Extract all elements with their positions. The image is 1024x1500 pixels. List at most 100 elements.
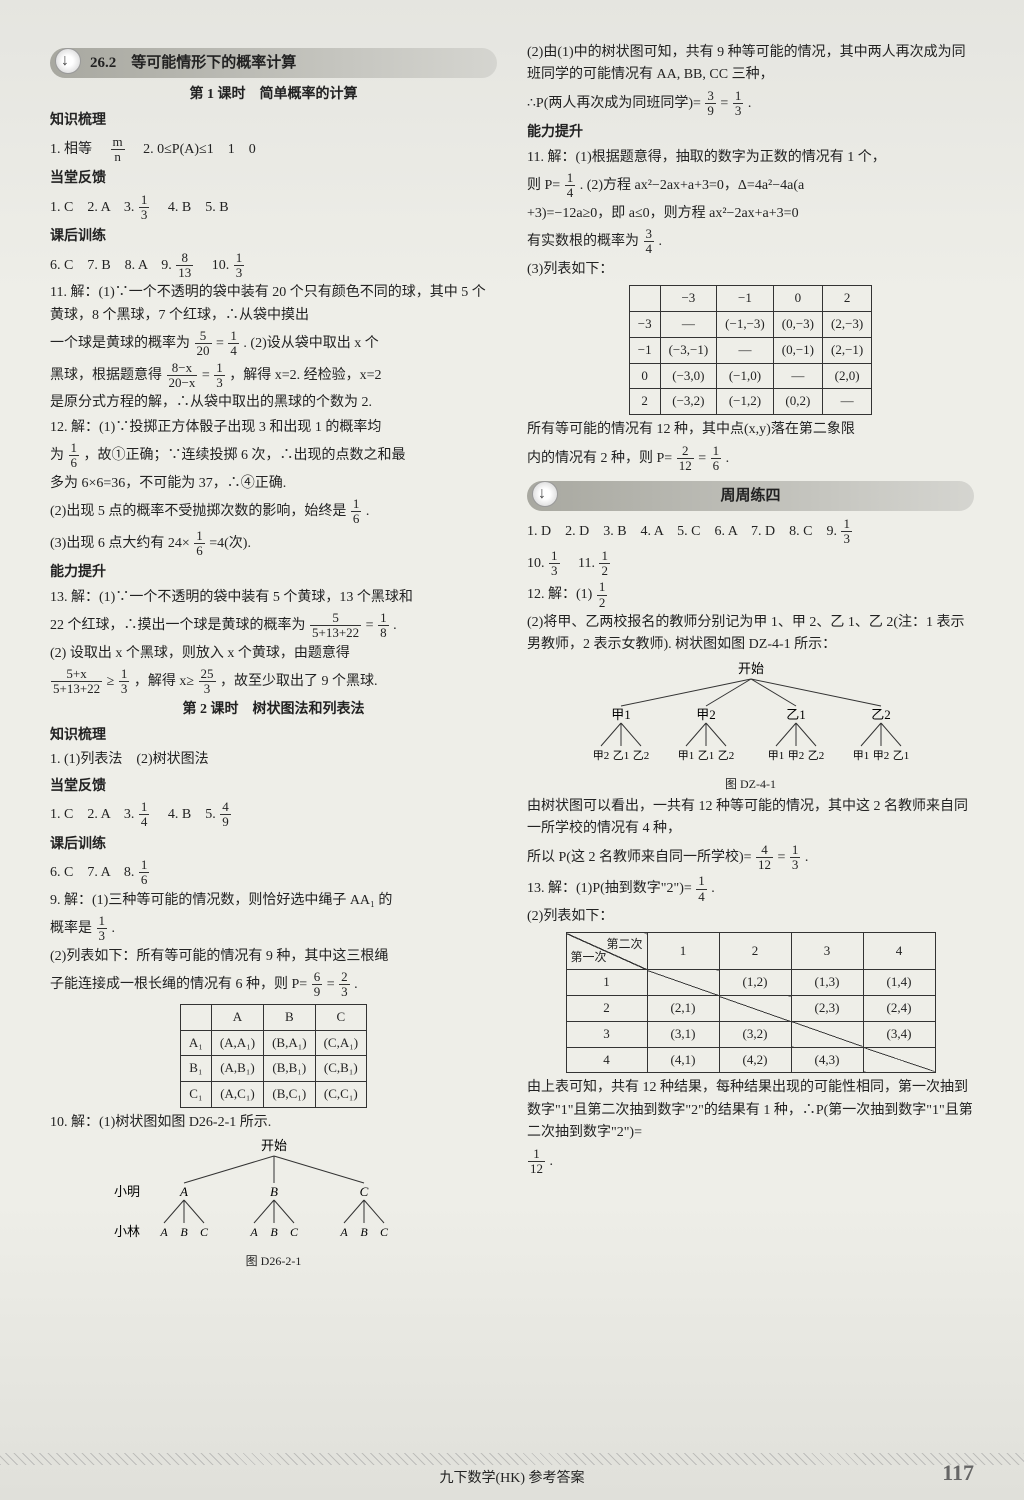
text: . (805, 850, 809, 865)
heading-dangtang: 当堂反馈 (50, 168, 497, 190)
fraction: 112 (528, 1147, 545, 1177)
line: (2)出现 5 点的概率不受抛掷次数的影响，始终是 16 . (50, 497, 497, 527)
svg-text:甲1: 甲1 (611, 707, 631, 722)
line: 6. C 7. A 8. 16 (50, 858, 497, 888)
text: . (711, 881, 715, 896)
paragraph: 由上表可知，共有 12 种结果，每种结果出现的可能性相同，第一次抽到数字"1"且… (527, 1077, 974, 1144)
text: 2. 0≤P(A)≤1 1 0 (129, 142, 256, 157)
text: 为 (50, 448, 64, 463)
text: . (393, 618, 397, 633)
text: . (2)设从袋中取出 x 个 (243, 336, 378, 351)
fraction: 23 (339, 970, 350, 1000)
table-quadrant: −3−102−3—(−1,−3)(0,−3)(2,−3)−1(−3,−1)—(0… (629, 285, 873, 415)
page-number: 117 (942, 1455, 974, 1490)
line: 10. 13 11. 12 (527, 549, 974, 579)
line: 概率是 13 . (50, 914, 497, 944)
fraction: 13 (733, 89, 744, 119)
svg-text:B: B (270, 1184, 278, 1199)
tree-diagram-2: 开始 甲1甲2乙1乙2 甲2乙1乙2 甲1乙1乙2 甲1甲2乙 (541, 661, 961, 771)
text: 则 P= (527, 178, 560, 193)
svg-text:开始: 开始 (260, 1138, 286, 1153)
text: ∴P(两人再次成为同班同学)= (527, 96, 701, 111)
paragraph: (2)列表如下：所有等可能的情况有 9 种，其中这三根绳 (50, 946, 497, 968)
line: 内的情况有 2 种，则 P= 212 = 16 . (527, 444, 974, 474)
line: 5+x5+13+22 ≥ 13 ，解得 x≥ 253 ，故至少取出了 9 个黑球… (50, 667, 497, 697)
paragraph: (2)列表如下： (527, 906, 974, 928)
heading-zhishi: 知识梳理 (50, 110, 497, 132)
banner-text: 26.2 等可能情形下的概率计算 (90, 55, 296, 71)
fraction: 14 (565, 171, 576, 201)
fraction: 39 (705, 89, 716, 119)
svg-text:甲1: 甲1 (852, 750, 869, 762)
fraction: 813 (176, 251, 193, 281)
svg-text:乙2: 乙2 (871, 707, 891, 722)
svg-text:乙1: 乙1 (612, 749, 629, 762)
text: = (698, 451, 706, 466)
svg-text:乙2: 乙2 (717, 749, 734, 762)
svg-text:甲2: 甲2 (592, 750, 609, 762)
text: . (659, 234, 663, 249)
fraction: 13 (234, 251, 245, 281)
paragraph: 13. 解：(1)∵一个不透明的袋中装有 5 个黄球，13 个黑球和 (50, 587, 497, 609)
line: 1. C 2. A 3. 13 4. B 5. B (50, 193, 497, 223)
svg-text:甲2: 甲2 (872, 750, 889, 762)
paragraph: (3)列表如下： (527, 259, 974, 281)
fraction: 55+13+22 (310, 611, 361, 641)
fraction: 13 (841, 517, 852, 547)
svg-text:A: A (159, 1225, 168, 1239)
svg-text:开始: 开始 (737, 661, 763, 676)
text: 10. (527, 556, 548, 571)
line: 一个球是黄球的概率为 520 = 14 . (2)设从袋中取出 x 个 (50, 329, 497, 359)
fraction: 14 (696, 874, 707, 904)
text: = (202, 368, 210, 383)
svg-text:乙2: 乙2 (632, 749, 649, 762)
svg-text:B: B (360, 1225, 368, 1239)
fraction: 16 (69, 441, 80, 471)
fraction: 520 (195, 329, 212, 359)
fraction: 69 (312, 970, 323, 1000)
text: 13. 解：(1)P(抽到数字"2")= (527, 881, 692, 896)
text: . (112, 921, 116, 936)
line: ∴P(两人再次成为同班同学)= 39 = 13 . (527, 89, 974, 119)
text: ，故至少取出了 9 个黑球. (220, 674, 378, 689)
text: 1. C 2. A 3. (50, 200, 138, 215)
fraction: 16 (351, 497, 362, 527)
line: 112 . (527, 1147, 974, 1177)
divider (0, 1453, 1024, 1465)
svg-text:B: B (270, 1225, 278, 1239)
page-footer: 九下数学(HK) 参考答案 (0, 1468, 1024, 1490)
svg-text:甲2: 甲2 (696, 707, 716, 722)
fraction: 253 (199, 667, 216, 697)
text: . (550, 1154, 554, 1169)
text: 有实数根的概率为 (527, 234, 639, 249)
paragraph: 11. 解：(1)根据题意得，抽取的数字为正数的情况有 1 个， (527, 147, 974, 169)
fraction: 12 (597, 580, 608, 610)
text: 1. 相等 (50, 142, 106, 157)
svg-text:A: A (249, 1225, 258, 1239)
svg-text:C: C (359, 1184, 368, 1199)
heading-nengli: 能力提升 (50, 562, 497, 584)
fraction: 13 (214, 361, 225, 391)
text: ，解得 x≥ (134, 674, 194, 689)
line: 则 P= 14 . (2)方程 ax²−2ax+a+3=0，Δ=4a²−4a(a (527, 171, 974, 201)
line: (3)出现 6 点大约有 24× 16 =4(次). (50, 529, 497, 559)
svg-text:小明: 小明 (114, 1184, 140, 1199)
fraction: mn (111, 135, 125, 165)
line: 所以 P(这 2 名教师来自同一所学校)= 412 = 13 . (527, 843, 974, 873)
arrow-down-icon (55, 48, 81, 74)
text: 6. C 7. B 8. A 9. (50, 258, 175, 273)
heading-kehou: 课后训练 (50, 226, 497, 248)
text: 10. (198, 258, 233, 273)
text: ，故①正确；∵连续投掷 6 次，∴出现的点数之和最 (84, 448, 406, 463)
text: 黑球，根据题意得 (50, 368, 162, 383)
text: = (778, 850, 786, 865)
text: = (327, 977, 335, 992)
line: 为 16 ，故①正确；∵连续投掷 6 次，∴出现的点数之和最 (50, 441, 497, 471)
paragraph: (2)将甲、乙两校报名的教师分别记为甲 1、甲 2、乙 1、乙 2(注：1 表示… (527, 612, 974, 657)
fraction: 49 (220, 800, 231, 830)
text: 22 个红球，∴摸出一个球是黄球的概率为 (50, 618, 306, 633)
banner-text: 周周练四 (720, 488, 780, 504)
fraction: 34 (644, 227, 655, 257)
lesson-subtitle: 第 1 课时 简单概率的计算 (50, 84, 497, 106)
fraction: 13 (790, 843, 801, 873)
